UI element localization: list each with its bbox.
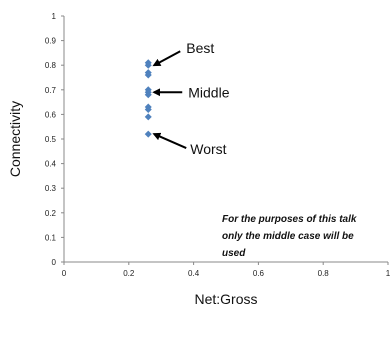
annotation-label: Worst [190,141,226,157]
data-point [144,130,152,138]
x-tick-label: 0.2 [123,269,135,278]
y-tick-label: 0.7 [45,86,57,95]
annotation-label: Middle [188,84,229,100]
note-line: used [222,248,246,259]
x-tick-label: 0.8 [318,269,330,278]
y-axis-title: Connectivity [7,101,23,177]
x-tick-label: 0.4 [188,269,200,278]
y-tick-label: 0.5 [45,135,57,144]
x-tick-label: 1 [386,269,390,278]
x-tick-label: 0.6 [253,269,265,278]
data-point [144,113,152,121]
annotation-label: Best [186,40,214,56]
x-axis-title: Net:Gross [194,291,257,307]
y-tick-label: 0.4 [45,160,57,169]
note-line: only the middle case will be [222,231,354,242]
data-point [144,105,152,113]
y-tick-label: 1 [52,12,57,21]
y-tick-label: 0 [52,258,57,267]
x-tick-label: 0 [62,269,67,278]
data-point [144,61,152,69]
y-tick-label: 0.8 [45,61,57,70]
y-tick-label: 0.3 [45,184,57,193]
y-tick-label: 0.9 [45,37,57,46]
y-tick-label: 0.1 [45,233,57,242]
data-point [144,91,152,99]
annotation-arrow [152,132,187,149]
annotation-arrow [152,50,181,67]
y-tick-label: 0.2 [45,209,57,218]
note-line: For the purposes of this talk [222,214,357,225]
data-point [144,71,152,79]
y-tick-label: 0.6 [45,110,57,119]
